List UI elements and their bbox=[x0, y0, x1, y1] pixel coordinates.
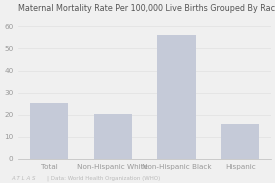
Bar bbox=[157, 36, 196, 159]
Text: A T L A S: A T L A S bbox=[11, 176, 35, 181]
Bar bbox=[94, 114, 132, 159]
Text: | Data: World Health Organization (WHO): | Data: World Health Organization (WHO) bbox=[47, 176, 160, 181]
Bar bbox=[221, 124, 259, 159]
Bar bbox=[30, 102, 68, 159]
Text: Maternal Mortality Rate Per 100,000 Live Births Grouped By Race: Maternal Mortality Rate Per 100,000 Live… bbox=[18, 4, 275, 13]
